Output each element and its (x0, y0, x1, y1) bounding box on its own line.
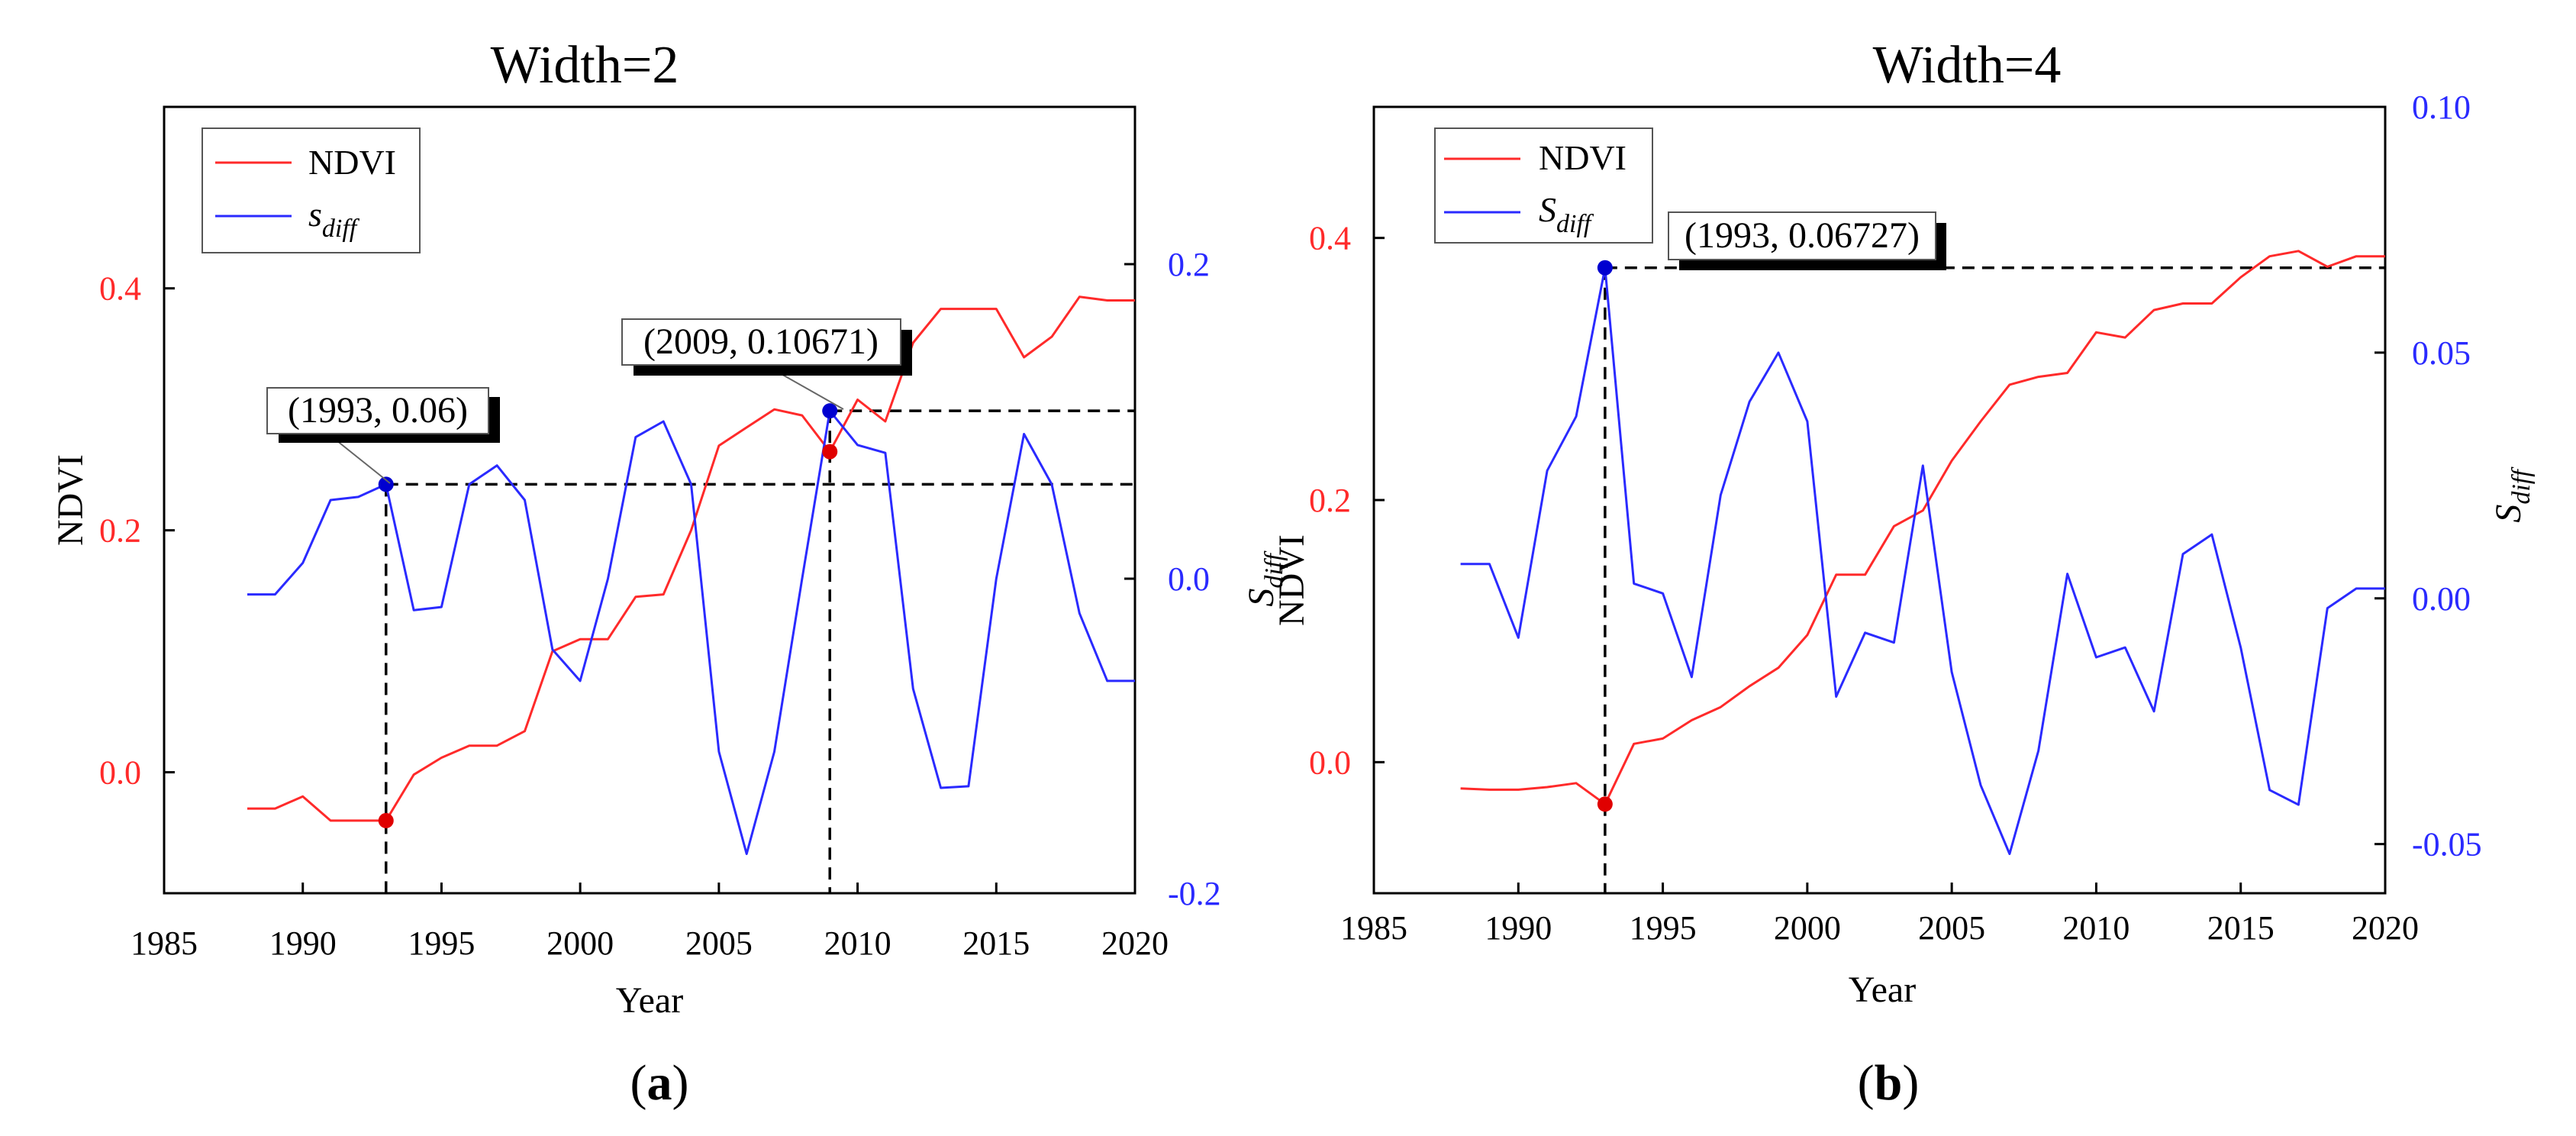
x-tick-label: 2010 (2062, 909, 2129, 947)
x-tick-label: 1990 (1485, 909, 1552, 947)
x-tick-label: 2010 (824, 925, 891, 962)
x-tick-label: 2005 (685, 925, 753, 962)
x-tick-label: 2015 (962, 925, 1030, 962)
legend-b: NDVI Sdiff (1434, 127, 1653, 244)
y-left-tick-label: 0.0 (99, 754, 141, 792)
annotation-box-a-1993 (266, 387, 489, 434)
y-left-tick-label: 0.0 (1309, 744, 1351, 781)
chart-panel-b: Width=4 1985 1990 1995 2000 2005 2010 2015 2020… (1241, 36, 2536, 1111)
plot-frame-a (163, 105, 1136, 895)
series-line-ndvi (1460, 250, 2385, 805)
x-tick-label: 2015 (2207, 909, 2275, 947)
annotation-box-b-1993 (1668, 211, 1936, 260)
y-right-tick-label: -0.2 (1168, 875, 1221, 912)
y-right-tick-label: 0.10 (2412, 89, 2471, 126)
panel-label-a-open: ( (630, 1055, 647, 1111)
x-tick-label: 1985 (1340, 909, 1407, 947)
legend-label-ndvi-a: NDVI (308, 143, 396, 182)
y-left-tick-label: 0.2 (1309, 482, 1351, 519)
legend-box-b (1434, 127, 1653, 244)
legend-label-sdiff-b: Sdiff (1539, 190, 1594, 238)
y-right-tick-label: 0.05 (2412, 334, 2471, 372)
y-left-tick-label: 0.2 (99, 512, 141, 550)
panel-label-a: (a) (630, 1055, 689, 1111)
x-tick-label: 2020 (1101, 925, 1169, 962)
legend-label-sdiff-b-sub: diff (1556, 210, 1594, 238)
panel-label-a-letter: a (647, 1055, 672, 1111)
marker-ndvi (822, 444, 838, 460)
x-tick-label: 1985 (131, 925, 198, 962)
annotation-a-2009: (2009, 0.10671) (621, 318, 912, 410)
chart-title-b: Width=4 (1873, 36, 2062, 95)
annotation-b-1993: (1993, 0.06727) (1668, 211, 1946, 270)
legend-label-sdiff-a-sub: diff (322, 215, 360, 243)
chart-panel-a: Width=2 1985 1990 1995 2000 2005 2010 2015 2020… (50, 36, 1221, 1111)
x-tick-label: 1990 (269, 925, 337, 962)
y-axis-right-label-b: Sdiff (2488, 466, 2536, 523)
x-tick-label: 2000 (546, 925, 614, 962)
annotation-text-a-1993: (1993, 0.06) (288, 390, 468, 431)
panel-label-b-letter: b (1875, 1055, 1903, 1111)
series-line-ndvi (247, 295, 1135, 822)
y-left-tick-label: 0.4 (1309, 220, 1351, 257)
y-right-tick-label: 0.0 (1168, 560, 1210, 598)
marker-sdiff (378, 476, 394, 492)
y-right-tick-label: 0.00 (2412, 580, 2471, 618)
x-tick-label: 2005 (1918, 909, 1985, 947)
annotation-a-1993: (1993, 0.06) (266, 387, 500, 484)
panel-label-b-open: ( (1858, 1055, 1875, 1111)
legend-label-sdiff-b-main: S (1539, 190, 1556, 229)
x-axis-label-b: Year (1849, 970, 1916, 1010)
y-right-tick-label: -0.05 (2412, 826, 2482, 863)
panel-label-b: (b) (1858, 1055, 1920, 1111)
sdiff-left-main: S (1241, 589, 1282, 607)
y-left-tick-label: 0.4 (99, 270, 141, 308)
panel-label-b-close: ) (1902, 1055, 1919, 1111)
annotation-text-b-1993: (1993, 0.06727) (1685, 215, 1920, 256)
sdiff-right-sub: diff (2507, 466, 2536, 505)
sdiff-left-sub: diff (1260, 550, 1288, 589)
sdiff-right-main: S (2488, 505, 2529, 523)
legend-a: NDVI sdiff (202, 127, 421, 253)
x-tick-label: 1995 (1630, 909, 1697, 947)
series-line-s-diff (1460, 266, 2385, 855)
x-tick-label: 2000 (1774, 909, 1841, 947)
x-tick-label: 1995 (408, 925, 475, 962)
x-axis-label-a: Year (616, 980, 683, 1021)
x-tick-label: 2020 (2352, 909, 2419, 947)
annotation-text-a-2009: (2009, 0.10671) (643, 321, 879, 362)
y-axis-left-label-b: NDVI (1272, 534, 1312, 626)
marker-sdiff (822, 403, 838, 419)
legend-label-sdiff-a: sdiff (308, 195, 360, 243)
legend-label-sdiff-a-main: s (308, 195, 322, 234)
y-axis-left-extra-label-b: Sdiff (1241, 550, 1288, 607)
panel-label-a-close: ) (672, 1055, 689, 1111)
series-line-s-diff (247, 409, 1135, 855)
marker-sdiff (1597, 260, 1613, 276)
annotation-box-a-2009 (621, 318, 901, 366)
legend-box-a (202, 127, 421, 253)
y-axis-left-label-a: NDVI (50, 454, 91, 546)
legend-label-ndvi-b: NDVI (1539, 138, 1627, 177)
marker-ndvi (378, 812, 394, 828)
chart-title-a: Width=2 (491, 36, 679, 95)
y-right-tick-label: 0.2 (1168, 246, 1210, 283)
marker-ndvi (1597, 796, 1613, 812)
annotation-leader-a-1993 (332, 437, 391, 484)
